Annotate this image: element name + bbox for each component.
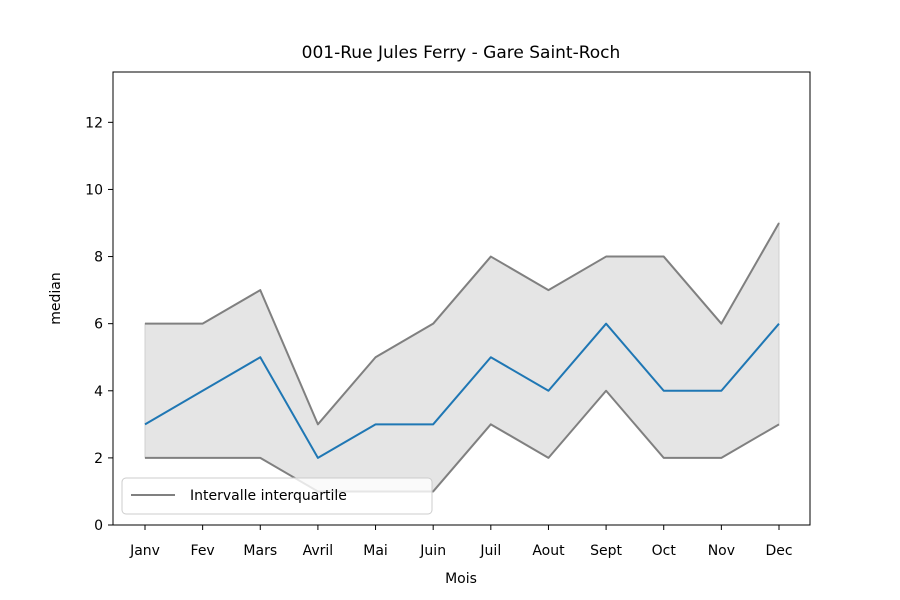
x-tick-label: Mars bbox=[243, 543, 277, 559]
y-tick-label: 4 bbox=[94, 384, 103, 400]
y-axis: 0 2 4 6 8 10 12 bbox=[85, 115, 113, 534]
q1-line bbox=[145, 389, 780, 493]
axes-frame bbox=[112, 71, 811, 526]
legend-box bbox=[121, 477, 433, 515]
y-tick-label: 0 bbox=[94, 518, 103, 534]
x-tick-label: Fev bbox=[191, 543, 215, 559]
x-axis-title: Mois bbox=[445, 571, 477, 587]
x-tick-label: Sept bbox=[590, 543, 622, 559]
x-tick-label: Nov bbox=[708, 543, 735, 559]
y-tick-label: 2 bbox=[94, 451, 103, 467]
x-tick-label: Mai bbox=[363, 543, 388, 559]
x-tick-label: Dec bbox=[765, 543, 792, 559]
x-tick-label: Juin bbox=[419, 543, 446, 559]
y-axis-title: median bbox=[48, 272, 64, 324]
y-tick-label: 8 bbox=[94, 250, 103, 266]
median-line bbox=[144, 322, 780, 459]
x-tick-label: Janv bbox=[129, 543, 160, 559]
x-tick-label: Aout bbox=[532, 543, 565, 559]
legend: Intervalle interquartile bbox=[121, 477, 433, 515]
x-tick-label: Avril bbox=[303, 543, 334, 559]
chart-title: 001-Rue Jules Ferry - Gare Saint-Roch bbox=[302, 43, 621, 63]
y-tick-label: 12 bbox=[85, 115, 103, 131]
y-tick-label: 10 bbox=[85, 182, 103, 198]
y-tick-label: 6 bbox=[94, 317, 103, 333]
legend-label: Intervalle interquartile bbox=[190, 488, 347, 504]
x-tick-label: Juil bbox=[479, 543, 501, 559]
plot-area bbox=[144, 221, 780, 493]
x-axis: Janv Fev Mars Avril Mai Juin Juil Aout Sept Oct No… bbox=[129, 525, 793, 559]
x-tick-label: Oct bbox=[652, 543, 677, 559]
q3-line bbox=[145, 222, 780, 426]
